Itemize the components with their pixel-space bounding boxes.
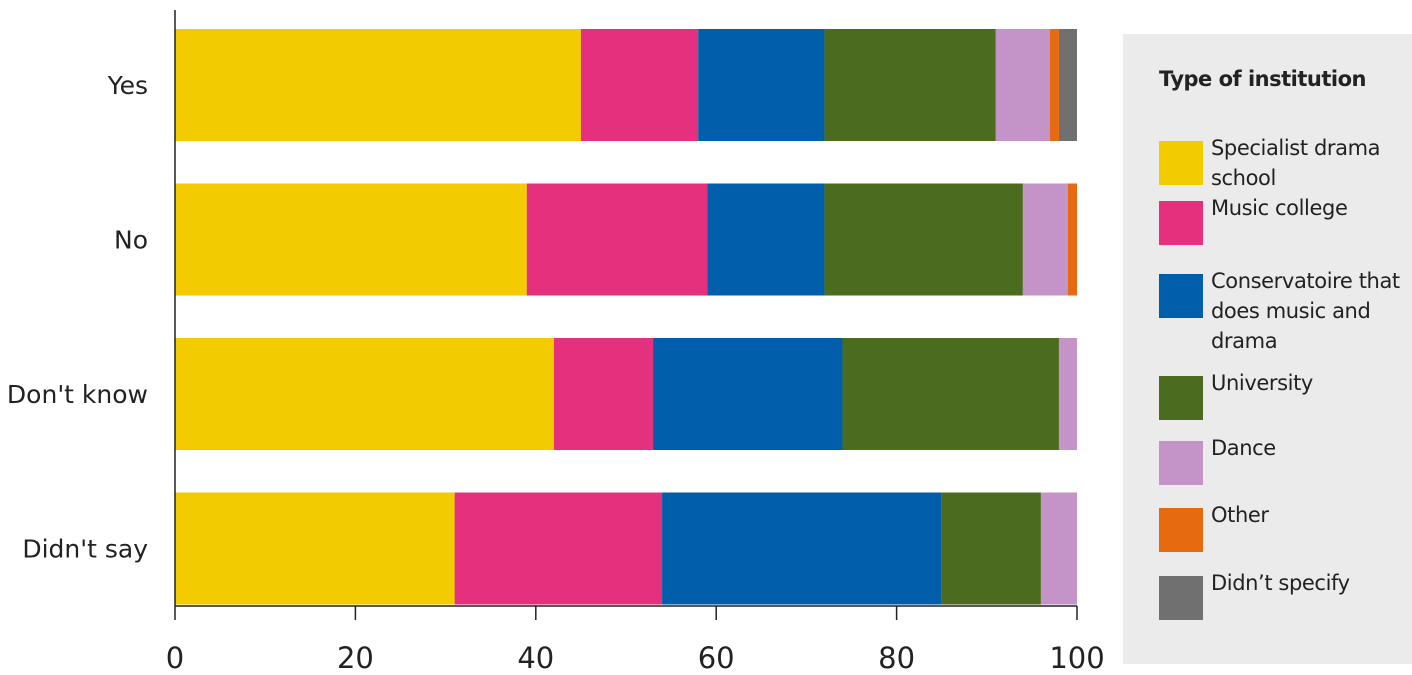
legend-swatch (1159, 201, 1203, 245)
category-label: Yes (107, 71, 148, 100)
legend-item-specialist-drama-school: Specialist drama school (1159, 136, 1401, 193)
bar-segment (707, 183, 825, 296)
bar-segment (1040, 492, 1077, 605)
legend-label: Didn’t specify (1211, 571, 1350, 595)
legend-swatch (1159, 441, 1203, 485)
bar-segment (1049, 29, 1059, 141)
legend-item-university: University (1159, 371, 1401, 420)
legend-swatch (1159, 141, 1203, 185)
bar-segment (698, 29, 825, 141)
bar-group (175, 29, 1077, 605)
bar-segment (941, 492, 1041, 605)
legend-label: Other (1211, 503, 1269, 527)
x-tick-label: 80 (878, 641, 915, 675)
bar-segment (175, 29, 581, 141)
legend-label: Specialist drama school (1211, 136, 1381, 190)
legend-swatch (1159, 274, 1203, 318)
category-labels: Yes No Don't know Didn't say (7, 71, 148, 564)
bar-segment (1058, 29, 1077, 141)
bar-segment (1058, 338, 1077, 450)
bar-segment (526, 183, 708, 296)
bar-segment (824, 183, 1023, 296)
legend-title: Type of institution (1159, 67, 1366, 91)
legend-swatch (1159, 376, 1203, 420)
bar-segment (553, 338, 654, 450)
bar-segment (175, 183, 527, 296)
legend-item-dance: Dance (1159, 436, 1401, 485)
bar-segment (175, 338, 554, 450)
x-tick-label: 20 (337, 641, 374, 675)
bar-segment (662, 492, 942, 605)
bar-segment (824, 29, 996, 141)
legend: Type of institution Specialist drama sch… (1123, 34, 1412, 664)
legend-item-conservatoire: Conservatoire that does music and drama (1159, 269, 1401, 356)
legend-item-music-college: Music college (1159, 196, 1401, 245)
legend-label: University (1211, 371, 1313, 395)
x-tick-label: 60 (698, 641, 735, 675)
bar-segment (175, 492, 455, 605)
x-tick-label: 0 (166, 641, 184, 675)
bar-segment (1067, 183, 1077, 296)
bar-segment (1022, 183, 1068, 296)
bar-segment (580, 29, 699, 141)
bar-segment (653, 338, 843, 450)
category-label: No (114, 226, 148, 255)
legend-label: Music college (1211, 196, 1348, 220)
legend-swatch (1159, 508, 1203, 552)
bar-segment (995, 29, 1050, 141)
category-label: Didn't say (22, 535, 148, 564)
legend-item-didnt-specify: Didn’t specify (1159, 571, 1401, 620)
bar-segment (842, 338, 1059, 450)
legend-item-other: Other (1159, 503, 1401, 552)
legend-label: Conservatoire that does music and drama (1211, 269, 1400, 353)
category-label: Don't know (7, 380, 148, 409)
legend-swatch (1159, 576, 1203, 620)
legend-label: Dance (1211, 436, 1276, 460)
x-tick-label: 100 (1049, 641, 1104, 675)
x-axis: 0 20 40 60 80 100 (166, 605, 1105, 675)
x-tick-label: 40 (517, 641, 554, 675)
bar-segment (454, 492, 663, 605)
